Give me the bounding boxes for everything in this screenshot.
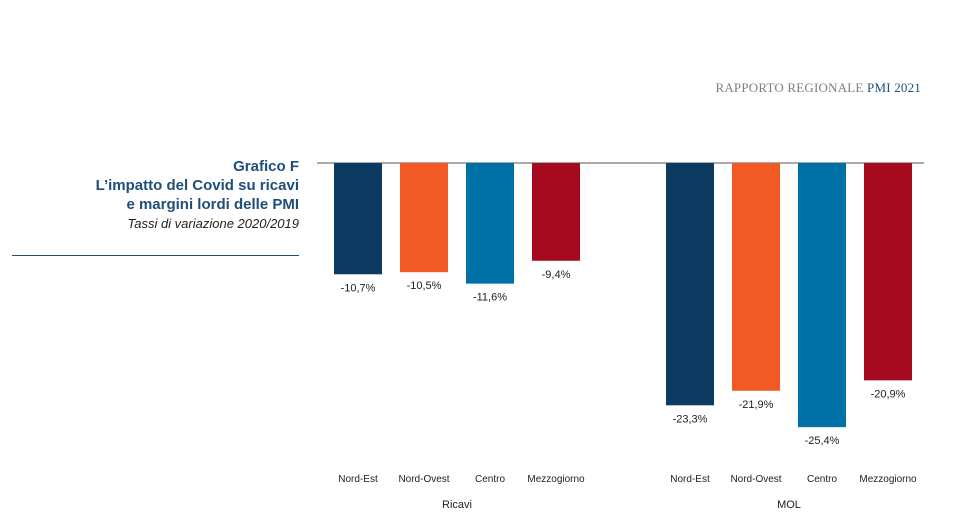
report-header-prefix: RAPPORTO REGIONALE — [715, 80, 868, 95]
value-label-mol-centro: -25,4% — [805, 435, 840, 447]
value-label-ricavi-nord-est: -10,7% — [341, 282, 376, 294]
bar-ricavi-mezzogiorno — [532, 163, 580, 261]
category-label-ricavi-centro: Centro — [475, 474, 505, 485]
value-label-ricavi-mezzogiorno: -9,4% — [542, 269, 571, 281]
category-label-mol-nord-ovest: Nord-Ovest — [730, 474, 781, 485]
figure-subtitle: Tassi di variazione 2020/2019 — [127, 216, 299, 231]
value-label-mol-nord-ovest: -21,9% — [739, 399, 774, 411]
bar-mol-nord-ovest — [732, 163, 780, 391]
bar-ricavi-centro — [466, 163, 514, 284]
category-label-mol-centro: Centro — [807, 474, 837, 485]
bar-mol-nord-est — [666, 163, 714, 406]
bars-layer: -10,7% Nord-Est -10,5% Nord-Ovest -11,6% Cent… — [334, 163, 917, 511]
category-label-ricavi-mezzogiorno: Mezzogiorno — [527, 474, 585, 485]
bar-ricavi-nord-ovest — [400, 163, 448, 273]
value-label-mol-mezzogiorno: -20,9% — [871, 388, 906, 400]
group-label-mol: MOL — [777, 499, 801, 511]
bar-mol-centro — [798, 163, 846, 428]
figure-number: Grafico F — [233, 158, 299, 175]
category-label-mol-nord-est: Nord-Est — [670, 474, 710, 485]
title-divider — [12, 255, 299, 256]
figure-title-line-1: L’impatto del Covid su ricavi — [95, 177, 299, 194]
group-label-ricavi: Ricavi — [442, 499, 472, 511]
category-label-mol-mezzogiorno: Mezzogiorno — [859, 474, 917, 485]
bar-ricavi-nord-est — [334, 163, 382, 275]
report-header-accent: PMI 2021 — [867, 80, 921, 95]
value-label-ricavi-nord-ovest: -10,5% — [407, 280, 442, 292]
category-label-ricavi-nord-ovest: Nord-Ovest — [398, 474, 449, 485]
figure-title-block: Grafico F L’impatto del Covid su ricavi … — [0, 157, 299, 233]
value-label-ricavi-centro: -11,6% — [473, 292, 507, 304]
value-label-mol-nord-est: -23,3% — [673, 413, 708, 425]
report-header: RAPPORTO REGIONALE PMI 2021 — [715, 80, 921, 96]
category-label-ricavi-nord-est: Nord-Est — [338, 474, 378, 485]
figure-title-line-2: e margini lordi delle PMI — [126, 196, 299, 213]
bar-mol-mezzogiorno — [864, 163, 912, 381]
